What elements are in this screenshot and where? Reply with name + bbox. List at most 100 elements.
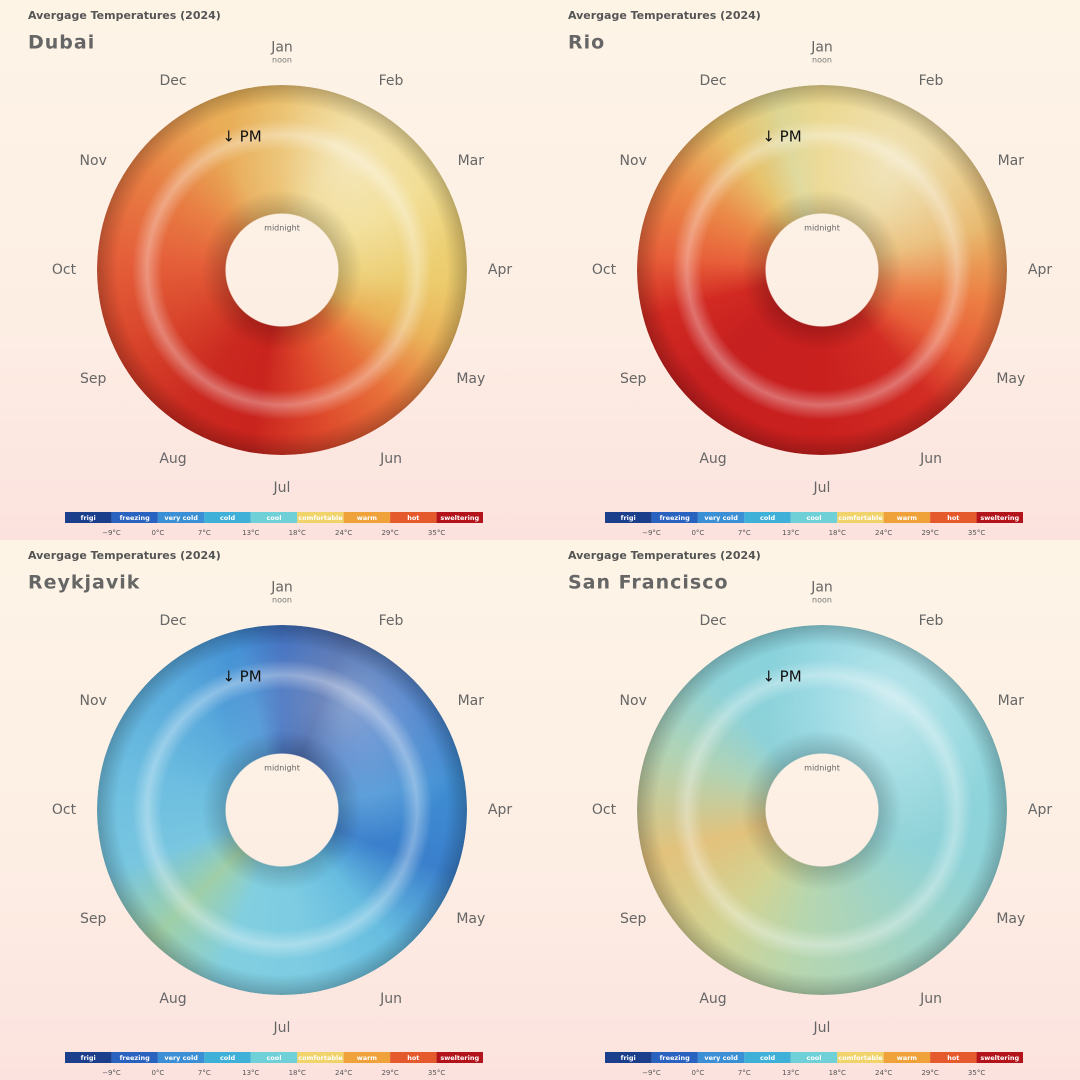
legend-tick-label: 18°C bbox=[829, 1069, 846, 1077]
legend-swatch bbox=[65, 512, 112, 523]
month-label: Nov bbox=[80, 693, 107, 709]
legend-swatch bbox=[837, 1052, 884, 1063]
month-label: Feb bbox=[379, 73, 404, 89]
legend-swatch bbox=[297, 512, 344, 523]
legend-swatch bbox=[883, 512, 931, 523]
donut bbox=[97, 625, 467, 995]
legend-label: cold bbox=[760, 514, 776, 522]
midnight-label: midnight bbox=[264, 764, 300, 773]
month-label: Oct bbox=[592, 262, 617, 278]
legend-label: sweltering bbox=[440, 1054, 479, 1062]
month-label: Jun bbox=[919, 451, 942, 467]
legend-swatch bbox=[976, 512, 1023, 523]
month-label: Jan bbox=[270, 40, 293, 56]
legend-tick-label: −9°C bbox=[102, 529, 121, 537]
panel-overlay: Avergage Temperatures (2024) Dubai Jan Feb M… bbox=[28, 9, 512, 537]
legend-swatch bbox=[930, 1052, 977, 1063]
donut-shine bbox=[637, 625, 1007, 995]
panel-overlay: Avergage Temperatures (2024) Rio Jan Feb Mar… bbox=[568, 9, 1052, 537]
month-label: Feb bbox=[379, 613, 404, 629]
legend-swatch bbox=[930, 512, 977, 523]
month-label: Jun bbox=[379, 991, 402, 1007]
month-label: Jul bbox=[273, 1020, 291, 1036]
legend-swatch bbox=[605, 512, 652, 523]
legend-label: warm bbox=[357, 514, 378, 522]
month-label: Feb bbox=[919, 613, 944, 629]
legend-tick-label: −9°C bbox=[642, 1069, 661, 1077]
month-label: Aug bbox=[699, 991, 726, 1007]
month-label: Mar bbox=[998, 153, 1025, 169]
legend-tick-label: 24°C bbox=[875, 529, 892, 537]
month-label: Oct bbox=[52, 802, 77, 818]
noon-label: noon bbox=[272, 596, 292, 605]
legend-tick-label: 7°C bbox=[738, 1069, 751, 1077]
legend-label: comfortable bbox=[298, 1054, 343, 1062]
legend-label: frigi bbox=[621, 1054, 636, 1062]
city-name: San Francisco bbox=[568, 572, 729, 594]
legend-tick-label: 29°C bbox=[921, 529, 938, 537]
legend-swatch bbox=[343, 1052, 391, 1063]
legend-tick-label: 29°C bbox=[921, 1069, 938, 1077]
donut-shine bbox=[97, 85, 467, 455]
legend-label: very cold bbox=[164, 514, 198, 522]
noon-label: noon bbox=[812, 56, 832, 65]
legend-tick-label: 0°C bbox=[151, 1069, 164, 1077]
month-label: Dec bbox=[159, 613, 186, 629]
legend-label: freezing bbox=[120, 1054, 150, 1062]
panel: Avergage Temperatures (2024) San Francisc… bbox=[540, 540, 1080, 1080]
legend-swatch bbox=[790, 1052, 838, 1063]
legend-label: sweltering bbox=[980, 1054, 1019, 1062]
legend-swatch bbox=[204, 1052, 251, 1063]
legend-tick-label: 35°C bbox=[428, 529, 445, 537]
legend-swatch bbox=[65, 1052, 112, 1063]
month-label: Sep bbox=[620, 371, 647, 387]
donut bbox=[637, 625, 1007, 995]
month-label: May bbox=[996, 911, 1025, 927]
legend-label: cool bbox=[266, 514, 281, 522]
legend-tick-label: 13°C bbox=[242, 1069, 259, 1077]
legend-label: very cold bbox=[704, 1054, 738, 1062]
month-label: Feb bbox=[919, 73, 944, 89]
legend-swatch bbox=[651, 512, 698, 523]
month-label: Jan bbox=[270, 580, 293, 596]
legend-label: freezing bbox=[660, 1054, 690, 1062]
legend-tick-label: 13°C bbox=[782, 529, 799, 537]
legend-label: cold bbox=[760, 1054, 776, 1062]
month-label: Jun bbox=[379, 451, 402, 467]
panel: Avergage Temperatures (2024) Dubai Jan Feb M… bbox=[0, 0, 540, 540]
heading: Avergage Temperatures (2024) bbox=[28, 549, 221, 562]
legend-tick-label: −9°C bbox=[102, 1069, 121, 1077]
donut-shine bbox=[637, 85, 1007, 455]
legend-tick-label: 7°C bbox=[738, 529, 751, 537]
legend-tick-label: 35°C bbox=[428, 1069, 445, 1077]
month-label: Oct bbox=[52, 262, 77, 278]
heading: Avergage Temperatures (2024) bbox=[568, 9, 761, 22]
legend-tick-label: 24°C bbox=[335, 1069, 352, 1077]
legend-tick-label: 18°C bbox=[289, 1069, 306, 1077]
panel-overlay: Avergage Temperatures (2024) San Francisc… bbox=[568, 549, 1052, 1077]
legend-swatch bbox=[790, 512, 838, 523]
legend-label: hot bbox=[407, 1054, 419, 1062]
pm-label: ↓ PM bbox=[222, 668, 261, 686]
legend-label: frigi bbox=[81, 514, 96, 522]
month-label: Apr bbox=[1028, 802, 1052, 818]
month-label: Jul bbox=[273, 480, 291, 496]
pm-label: ↓ PM bbox=[762, 668, 801, 686]
legend-tick-label: 7°C bbox=[198, 1069, 211, 1077]
legend-label: sweltering bbox=[440, 514, 479, 522]
city-name: Dubai bbox=[28, 32, 95, 54]
month-label: Nov bbox=[620, 693, 647, 709]
month-label: Nov bbox=[620, 153, 647, 169]
midnight-label: midnight bbox=[804, 764, 840, 773]
month-label: Jul bbox=[813, 1020, 831, 1036]
legend-swatch bbox=[157, 512, 205, 523]
legend-tick-label: 24°C bbox=[335, 529, 352, 537]
heading: Avergage Temperatures (2024) bbox=[568, 549, 761, 562]
legend-swatch bbox=[390, 1052, 437, 1063]
legend-swatch bbox=[390, 512, 437, 523]
legend-label: frigi bbox=[621, 514, 636, 522]
panel-overlay: Avergage Temperatures (2024) Reykjavik Jan… bbox=[28, 549, 512, 1077]
month-label: Sep bbox=[80, 911, 107, 927]
legend-swatch bbox=[837, 512, 884, 523]
